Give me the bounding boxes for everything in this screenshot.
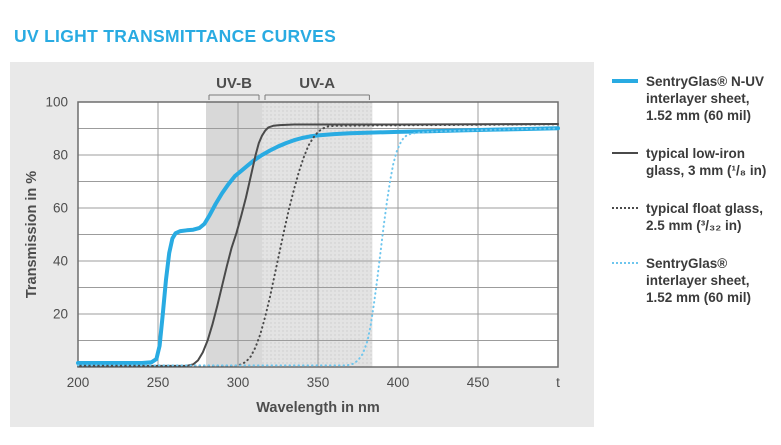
legend-item-sentryglas-nuv: SentryGlas® N-UV interlayer sheet, 1.52 …: [612, 73, 777, 124]
legend-label: typical float glass, 2.5 mm (³/₃₂ in): [646, 201, 764, 233]
legend-swatch-dark-solid-line-icon: [612, 152, 638, 154]
legend: SentryGlas® N-UV interlayer sheet, 1.52 …: [612, 73, 777, 306]
gridlines: [78, 102, 558, 367]
series-2: [77, 123, 559, 367]
legend-label: SentryGlas® N-UV interlayer sheet, 1.52 …: [646, 74, 764, 123]
x-axis-end-label: t: [556, 375, 560, 390]
legend-swatch-dark-dotted-line-icon: [612, 207, 638, 209]
y-tick-label: 60: [53, 201, 68, 216]
x-tick-label: 300: [227, 375, 250, 390]
transmittance-chart: UV-B UV-A 200 250 300 350 400 450 t 20 40 60 80 100 Tr…: [10, 62, 594, 427]
y-tick-label: 20: [53, 307, 68, 322]
y-tick-label: 80: [53, 148, 68, 163]
chart-panel: UV-B UV-A 200 250 300 350 400 450 t 20 40 60 80 100 Tr…: [10, 62, 594, 427]
bracket-uv-b: [208, 94, 260, 100]
plot-border: [77, 101, 559, 368]
band-label-uv-b: UV-B: [216, 75, 252, 92]
bracket-uv-a: [264, 94, 370, 100]
x-tick-label: 400: [387, 375, 410, 390]
legend-swatch-cyan-solid-line-icon: [612, 79, 638, 83]
x-axis-title: Wavelength in nm: [256, 400, 380, 416]
y-tick-label: 40: [53, 254, 68, 269]
x-tick-label: 250: [147, 375, 170, 390]
series-1: [77, 123, 559, 367]
x-tick-label: 350: [307, 375, 330, 390]
y-tick-label: 100: [45, 95, 68, 110]
x-tick-label: 450: [467, 375, 490, 390]
page-title: UV LIGHT TRANSMITTANCE CURVES: [14, 26, 337, 46]
legend-label: SentryGlas® interlayer sheet, 1.52 mm (6…: [646, 256, 752, 305]
legend-label: typical low-iron glass, 3 mm (¹/₈ in): [646, 146, 767, 178]
legend-item-float-glass: typical float glass, 2.5 mm (³/₃₂ in): [612, 200, 777, 234]
series-3: [77, 127, 559, 367]
legend-item-sentryglas: SentryGlas® interlayer sheet, 1.52 mm (6…: [612, 255, 777, 306]
series-0: [76, 126, 560, 365]
legend-item-low-iron-glass: typical low-iron glass, 3 mm (¹/₈ in): [612, 145, 777, 179]
y-axis-title: Transmission in %: [24, 171, 40, 298]
chart-svg: UV-B UV-A 200 250 300 350 400 450 t 20 40 60 80 100 Tr…: [24, 75, 560, 416]
x-tick-label: 200: [67, 375, 90, 390]
legend-swatch-cyan-dotted-line-icon: [612, 262, 638, 264]
band-label-uv-a: UV-A: [299, 75, 335, 92]
